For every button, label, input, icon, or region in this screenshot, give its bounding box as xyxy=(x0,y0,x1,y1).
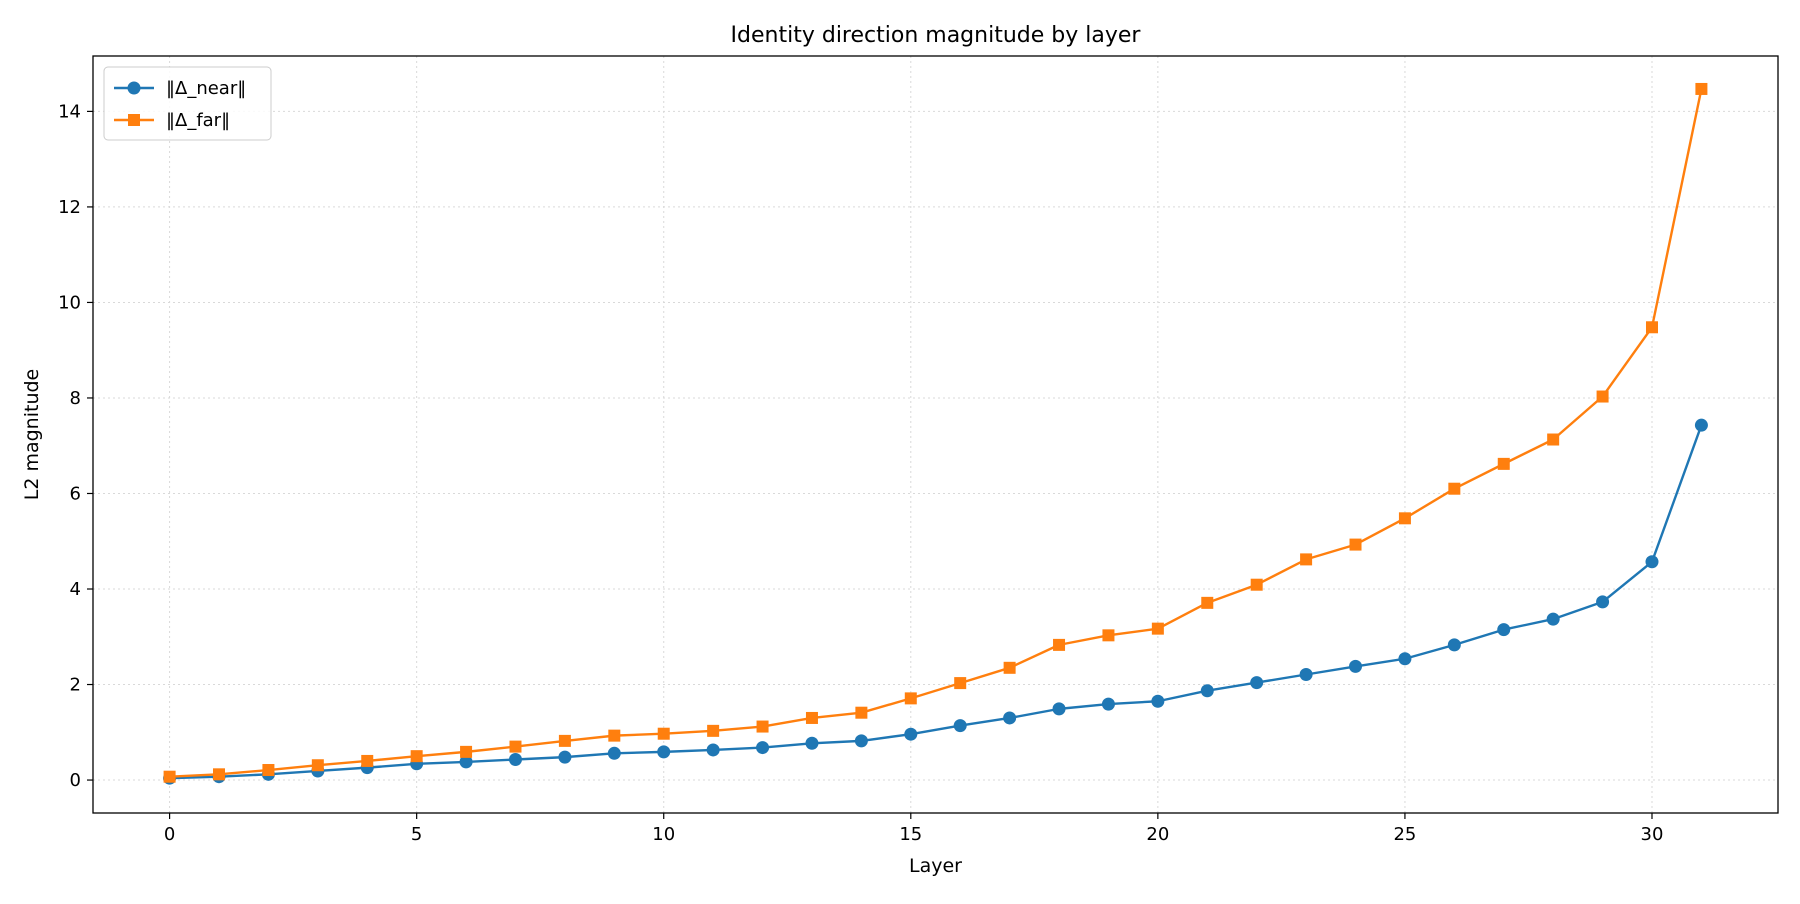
data-point xyxy=(1694,418,1708,432)
series-line xyxy=(169,88,1703,778)
data-point xyxy=(707,724,720,737)
data-point xyxy=(509,740,522,753)
data-point xyxy=(1398,512,1411,525)
data-point xyxy=(1349,538,1362,551)
data-point xyxy=(1349,659,1363,673)
data-point xyxy=(904,727,918,741)
data-point xyxy=(657,745,671,759)
data-point xyxy=(460,745,473,758)
data-point xyxy=(805,711,818,724)
data-point xyxy=(1201,596,1214,609)
data-point xyxy=(213,768,226,781)
data-point xyxy=(1645,555,1659,569)
y-tick-label: 12 xyxy=(58,197,81,218)
data-point xyxy=(361,754,374,767)
y-tick-label: 0 xyxy=(70,770,81,791)
data-point xyxy=(657,727,670,740)
data-point xyxy=(1398,652,1412,666)
data-point xyxy=(1200,684,1214,698)
legend-marker xyxy=(128,114,140,126)
data-point xyxy=(1695,82,1708,95)
x-tick-label: 15 xyxy=(899,824,922,845)
legend-marker xyxy=(127,81,141,95)
y-axis-label: L2 magnitude xyxy=(21,369,43,501)
data-point xyxy=(1003,711,1017,725)
data-point xyxy=(1546,612,1560,626)
data-point xyxy=(1497,623,1511,637)
y-tick-label: 2 xyxy=(70,675,81,696)
data-point xyxy=(1102,629,1115,642)
legend-label: ‖Δ_far‖ xyxy=(166,110,230,131)
data-point xyxy=(1645,321,1658,334)
data-point xyxy=(1151,694,1165,708)
data-point xyxy=(262,764,275,777)
y-tick-label: 14 xyxy=(58,101,81,122)
data-point xyxy=(706,743,720,757)
data-point xyxy=(1547,433,1560,446)
chart-title: Identity direction magnitude by layer xyxy=(731,23,1142,48)
y-tick-label: 10 xyxy=(58,292,81,313)
data-point xyxy=(1596,595,1610,609)
data-point xyxy=(1250,676,1264,690)
y-tick-label: 6 xyxy=(70,483,81,504)
axis-ticks: 0 5 10 15 20 25 30 0 2 4 6 8 10 12 14 xyxy=(58,101,1663,845)
series-line xyxy=(169,424,1703,780)
data-point xyxy=(953,719,967,733)
data-point xyxy=(1596,390,1609,403)
x-tick-label: 30 xyxy=(1641,824,1664,845)
data-point xyxy=(1003,661,1016,674)
legend-item: ‖Δ_near‖ xyxy=(114,78,246,99)
x-axis-label: Layer xyxy=(909,855,962,877)
legend-item: ‖Δ_far‖ xyxy=(114,110,230,131)
x-tick-label: 20 xyxy=(1146,824,1169,845)
legend: ‖Δ_near‖ ‖Δ_far‖ xyxy=(103,66,272,141)
x-tick-label: 0 xyxy=(164,824,175,845)
x-tick-label: 5 xyxy=(411,824,422,845)
data-point xyxy=(608,729,621,742)
data-point xyxy=(1300,553,1313,566)
data-point xyxy=(1448,482,1461,495)
data-point xyxy=(855,706,868,719)
y-tick-label: 8 xyxy=(70,388,81,409)
data-point xyxy=(459,755,473,769)
data-point xyxy=(756,720,769,733)
data-point xyxy=(904,692,917,705)
data-point xyxy=(508,753,522,767)
data-point xyxy=(854,734,868,748)
data-point xyxy=(558,750,572,764)
plot-frame xyxy=(92,55,1779,814)
series-far xyxy=(163,82,1708,783)
data-point xyxy=(1151,622,1164,635)
x-tick-label: 25 xyxy=(1393,824,1416,845)
data-point xyxy=(1053,638,1066,651)
data-point xyxy=(1299,667,1313,681)
data-point xyxy=(1052,702,1066,716)
y-tick-label: 4 xyxy=(70,579,81,600)
series-layer xyxy=(163,82,1708,785)
data-point xyxy=(607,746,621,760)
data-point xyxy=(558,734,571,747)
data-point xyxy=(805,736,819,750)
data-point xyxy=(410,750,423,763)
data-point xyxy=(1101,697,1115,711)
grid xyxy=(93,56,1778,813)
legend-label: ‖Δ_near‖ xyxy=(166,78,246,99)
legend-box xyxy=(103,66,272,141)
data-point xyxy=(1250,578,1263,591)
x-tick-label: 10 xyxy=(652,824,675,845)
data-point xyxy=(311,759,324,772)
data-point xyxy=(954,677,967,690)
data-point xyxy=(1447,638,1461,652)
data-point xyxy=(756,741,770,755)
data-point xyxy=(1497,457,1510,470)
data-point xyxy=(163,770,176,783)
